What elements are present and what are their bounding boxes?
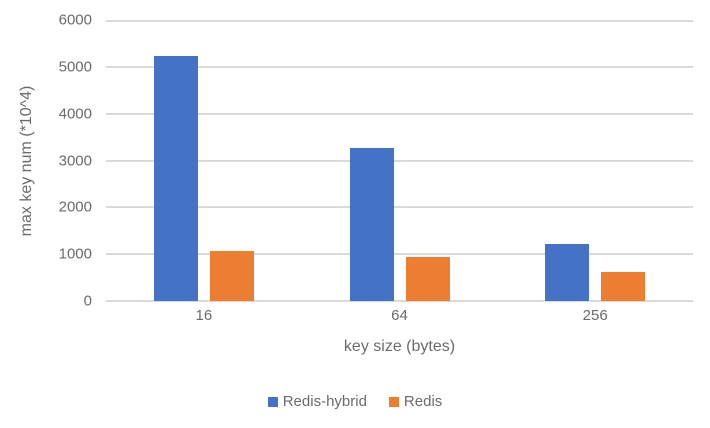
legend-label: Redis-hybrid xyxy=(282,393,367,410)
bar-redis-256 xyxy=(601,272,646,301)
y-tick-label: 6000 xyxy=(58,11,92,29)
legend-swatch-icon xyxy=(388,396,399,407)
x-tick-label: 64 xyxy=(391,307,408,324)
bar-redis-64 xyxy=(405,257,450,301)
gridline xyxy=(106,112,693,115)
x-axis-tick-labels: 16 64 256 xyxy=(106,307,693,327)
gridline xyxy=(106,159,693,162)
bar-redis-hybrid-64 xyxy=(349,148,394,301)
x-axis-title: key size (bytes) xyxy=(343,338,456,355)
legend-label: Redis xyxy=(403,393,443,410)
legend-item-redis-hybrid: Redis-hybrid xyxy=(267,393,367,410)
y-axis-tick-labels: 0 1000 2000 3000 4000 5000 6000 xyxy=(0,0,92,428)
bar-redis-16 xyxy=(209,250,254,301)
gridline xyxy=(106,206,693,209)
y-tick-label: 1000 xyxy=(58,245,92,263)
y-tick-label: 0 xyxy=(83,292,92,310)
gridline xyxy=(106,253,693,256)
x-tick-label: 256 xyxy=(582,307,608,324)
legend-item-redis: Redis xyxy=(388,393,443,410)
x-axis-line xyxy=(106,300,693,302)
y-tick-label: 2000 xyxy=(58,198,92,216)
y-tick-label: 4000 xyxy=(58,105,92,123)
bar-redis-hybrid-256 xyxy=(545,243,590,301)
x-tick-label: 16 xyxy=(195,307,213,324)
gridline xyxy=(106,65,693,68)
plot-area xyxy=(106,20,693,302)
y-tick-label: 3000 xyxy=(58,152,92,169)
gridline xyxy=(106,20,693,22)
bar-redis-hybrid-16 xyxy=(153,55,198,301)
y-tick-label: 5000 xyxy=(58,58,92,76)
legend: Redis-hybrid Redis xyxy=(0,393,710,410)
legend-swatch-icon xyxy=(267,396,278,407)
